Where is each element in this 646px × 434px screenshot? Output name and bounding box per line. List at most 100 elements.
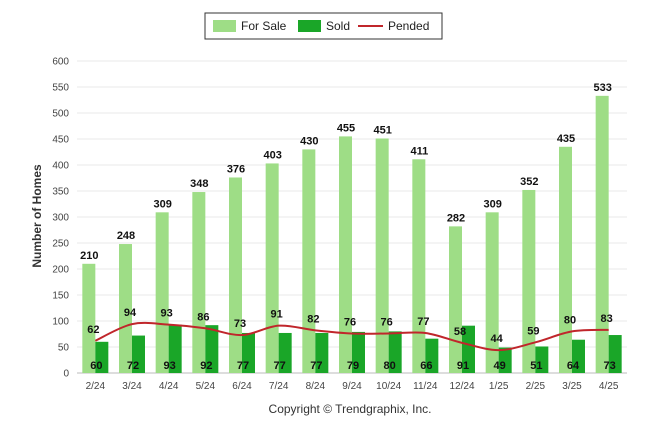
bar-sold [535, 346, 549, 373]
label-sold: 80 [384, 360, 396, 372]
x-tick-label: 2/25 [526, 381, 546, 392]
label-for-sale: 435 [557, 133, 575, 145]
bar-for-sale [82, 263, 96, 373]
x-tick-label: 11/24 [413, 381, 438, 392]
copyright-text: Copyright © Trendgraphix, Inc. [269, 402, 432, 416]
bar-sold [315, 332, 329, 373]
bar-sold [498, 347, 512, 373]
y-axis: 0 50 100 150 200 250 300 350 400 450 500 550 600 [52, 57, 69, 380]
bar-sold [608, 335, 622, 373]
bar-sold [388, 331, 402, 373]
x-tick-label: 2/24 [86, 381, 106, 392]
label-pended: 58 [454, 326, 466, 338]
bar-sold [278, 332, 292, 373]
label-sold: 93 [164, 360, 176, 372]
legend-box [204, 12, 443, 40]
label-for-sale: 282 [447, 212, 465, 224]
legend-label-for-sale: For Sale [241, 19, 287, 33]
label-for-sale: 411 [410, 145, 428, 157]
x-tick-label: 8/24 [306, 381, 326, 392]
legend-swatch-for-sale [213, 20, 236, 32]
label-pended: 80 [564, 314, 576, 326]
label-pended: 86 [197, 311, 209, 323]
bar-sold [352, 331, 365, 373]
bar-sold [572, 339, 585, 373]
bar-for-sale [412, 159, 426, 373]
label-pended: 94 [124, 307, 137, 319]
bar-for-sale [522, 189, 536, 373]
bar-for-sale [265, 163, 279, 373]
label-pended: 76 [381, 316, 393, 328]
bar-for-sale [449, 226, 462, 373]
label-sold: 77 [237, 360, 249, 372]
y-tick-label: 0 [63, 369, 69, 380]
bar-for-sale [302, 149, 316, 373]
label-pended: 76 [344, 316, 356, 328]
label-for-sale: 533 [593, 82, 611, 94]
label-for-sale: 451 [373, 124, 391, 136]
bar-for-sale [595, 95, 609, 373]
label-for-sale: 248 [117, 230, 135, 242]
label-for-sale: 455 [337, 122, 355, 134]
label-pended: 83 [601, 313, 613, 325]
x-axis: 2/24 3/24 4/24 5/24 6/24 7/24 8/24 9/24 10/24 11/… [86, 381, 619, 392]
label-pended: 77 [417, 316, 429, 328]
y-tick-label: 200 [52, 265, 69, 276]
y-tick-label: 150 [52, 291, 69, 302]
label-sold: 66 [420, 360, 432, 372]
x-tick-label: 3/25 [562, 381, 582, 392]
bar-for-sale [229, 177, 242, 373]
y-axis-title: Number of Homes [30, 164, 44, 268]
legend-label-pended: Pended [388, 19, 429, 33]
x-tick-label: 1/25 [489, 381, 509, 392]
bar-sold [168, 324, 182, 373]
bar-for-sale [339, 136, 352, 373]
bar-for-sale [559, 146, 572, 373]
label-for-sale: 210 [80, 250, 98, 262]
y-tick-label: 400 [52, 161, 69, 172]
label-sold: 77 [274, 360, 286, 372]
label-sold: 49 [494, 360, 506, 372]
pended-line [94, 321, 609, 352]
label-pended: 91 [271, 309, 283, 321]
y-tick-label: 50 [58, 343, 70, 354]
label-pended: 93 [161, 308, 173, 320]
y-tick-label: 100 [52, 317, 69, 328]
y-tick-label: 300 [52, 213, 69, 224]
y-tick-label: 600 [52, 57, 69, 68]
label-sold: 73 [604, 360, 616, 372]
label-sold: 51 [530, 360, 542, 372]
legend: For Sale Sold Pended [204, 12, 443, 40]
x-tick-label: 4/24 [159, 381, 179, 392]
label-for-sale: 309 [483, 198, 501, 210]
y-tick-label: 500 [52, 109, 69, 120]
x-tick-label: 6/24 [232, 381, 252, 392]
bar-sold [462, 325, 475, 373]
label-for-sale: 403 [263, 149, 281, 161]
bar-for-sale [119, 244, 132, 373]
bar-sold [95, 341, 109, 373]
bar-sold [132, 335, 145, 373]
x-tick-label: 4/25 [599, 381, 619, 392]
y-tick-label: 250 [52, 239, 69, 250]
label-pended: 82 [307, 313, 319, 325]
label-sold: 92 [200, 360, 212, 372]
bar-for-sale [192, 192, 206, 373]
x-tick-label: 5/24 [196, 381, 216, 392]
label-pended: 62 [87, 324, 99, 336]
legend-label-sold: Sold [326, 19, 350, 33]
label-for-sale: 376 [227, 163, 245, 175]
y-tick-label: 450 [52, 135, 69, 146]
label-pended: 73 [234, 318, 246, 330]
label-sold: 79 [347, 360, 359, 372]
label-sold: 77 [310, 360, 322, 372]
label-sold: 91 [457, 360, 469, 372]
bar-sold [425, 338, 439, 373]
bars [82, 95, 622, 373]
y-tick-label: 550 [52, 83, 69, 94]
x-tick-label: 7/24 [269, 381, 289, 392]
label-for-sale: 352 [520, 176, 538, 188]
bar-sold [205, 325, 219, 373]
data-labels: 210 60 62 248 72 94 309 93 93 348 92 86 376 77 73 403 77… [80, 82, 616, 372]
